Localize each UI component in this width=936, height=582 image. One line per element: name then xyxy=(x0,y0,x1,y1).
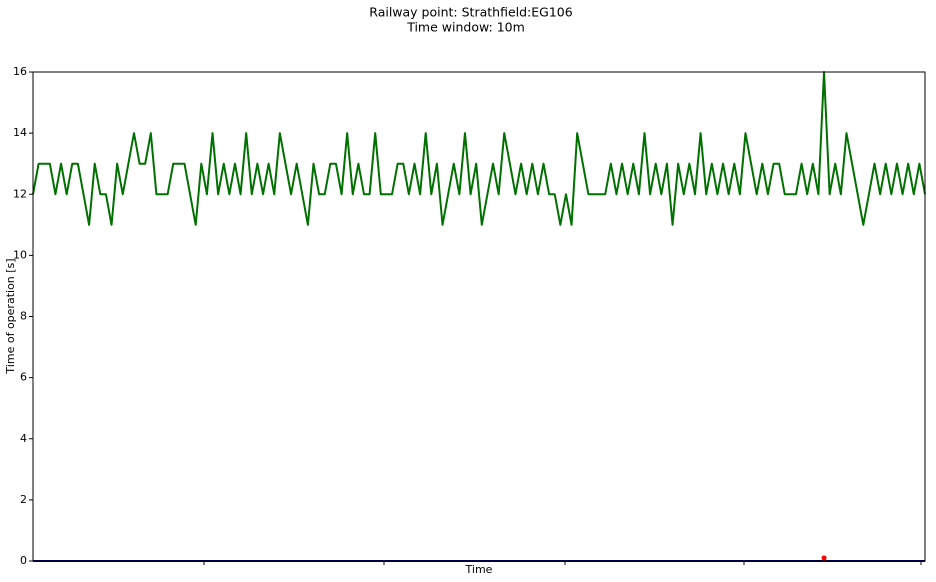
y-tick-label: 8 xyxy=(20,310,27,323)
y-tick-label: 12 xyxy=(13,187,27,200)
x-axis-label: Time xyxy=(465,563,493,576)
y-axis-label: Time of operation [s] xyxy=(4,258,17,374)
series-line xyxy=(32,71,926,226)
y-tick-label: 2 xyxy=(20,493,27,506)
marker xyxy=(821,555,827,561)
chart-subtitle: Time window: 10m xyxy=(406,20,525,35)
plot-frame xyxy=(32,71,926,562)
y-tick-label: 14 xyxy=(13,126,27,139)
chart-title: Railway point: Strathfield:EG106 xyxy=(369,5,572,20)
y-tick-label: 4 xyxy=(20,432,27,445)
y-tick-label: 0 xyxy=(20,554,27,567)
y-tick-label: 16 xyxy=(13,65,27,78)
y-tick-label: 6 xyxy=(20,371,27,384)
y-tick-label: 10 xyxy=(13,248,27,261)
